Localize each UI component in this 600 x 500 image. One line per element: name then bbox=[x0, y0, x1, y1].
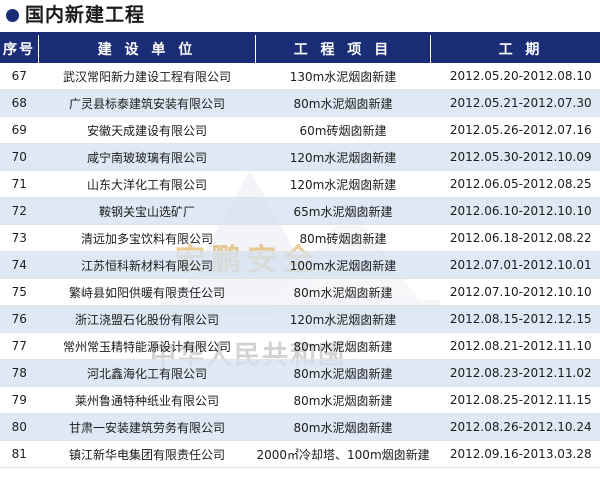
cell-project: 60m砖烟囱新建 bbox=[255, 116, 431, 144]
cell-unit: 常州常玉精特能源设计有限公司 bbox=[38, 332, 256, 360]
projects-table: 序号 建 设 单 位 工 程 项 目 工 期 67 武汉常阳新力建设工程有限公司 1… bbox=[0, 35, 600, 468]
column-header-duration: 工 期 bbox=[430, 35, 600, 63]
table-row: 76 浙江浇盟石化股份有限公司 120m水泥烟囱新建 2012.08.15-2012.… bbox=[0, 305, 600, 333]
cell-duration: 2012.08.15-2012.12.15 bbox=[430, 305, 600, 333]
cell-unit: 安徽天成建设有限公司 bbox=[38, 116, 256, 144]
cell-duration: 2012.08.25-2012.11.15 bbox=[430, 386, 600, 414]
bullet-icon bbox=[6, 9, 19, 22]
table-row: 72 鞍钢关宝山选矿厂 65m水泥烟囱新建 2012.06.10-2012.10.10 bbox=[0, 197, 600, 225]
cell-unit: 莱州鲁通特种纸业有限公司 bbox=[38, 386, 256, 414]
column-header-unit: 建 设 单 位 bbox=[38, 35, 256, 63]
cell-index: 76 bbox=[0, 305, 39, 333]
cell-unit: 山东大洋化工有限公司 bbox=[38, 170, 256, 198]
column-header-project: 工 程 项 目 bbox=[255, 35, 431, 63]
cell-project: 80m水泥烟囱新建 bbox=[255, 359, 431, 387]
cell-project: 80m水泥烟囱新建 bbox=[255, 413, 431, 441]
cell-duration: 2012.08.26-2012.10.24 bbox=[430, 413, 600, 441]
page-header: 国内新建工程 bbox=[0, 0, 600, 29]
table-row: 68 广灵县标泰建筑安装有限公司 80m水泥烟囱新建 2012.05.21-2012.… bbox=[0, 89, 600, 117]
table-header-row: 序号 建 设 单 位 工 程 项 目 工 期 bbox=[0, 35, 600, 63]
cell-index: 80 bbox=[0, 413, 39, 441]
cell-unit: 武汉常阳新力建设工程有限公司 bbox=[38, 63, 256, 90]
cell-duration: 2012.05.21-2012.07.30 bbox=[430, 89, 600, 117]
cell-index: 78 bbox=[0, 359, 39, 387]
header-divider bbox=[0, 32, 600, 35]
table-row: 77 常州常玉精特能源设计有限公司 80m水泥烟囱新建 2012.08.21-2012… bbox=[0, 332, 600, 360]
cell-duration: 2012.09.16-2013.03.28 bbox=[430, 440, 600, 468]
table-body: 67 武汉常阳新力建设工程有限公司 130m水泥烟囱新建 2012.05.20-201… bbox=[0, 63, 600, 468]
cell-unit: 清远加多宝饮料有限公司 bbox=[38, 224, 256, 252]
cell-index: 73 bbox=[0, 224, 39, 252]
cell-index: 69 bbox=[0, 116, 39, 144]
cell-unit: 广灵县标泰建筑安装有限公司 bbox=[38, 89, 256, 117]
table-row: 79 莱州鲁通特种纸业有限公司 80m水泥烟囱新建 2012.08.25-2012.1… bbox=[0, 386, 600, 414]
cell-project: 100m水泥烟囱新建 bbox=[255, 251, 431, 279]
cell-duration: 2012.08.23-2012.11.02 bbox=[430, 359, 600, 387]
cell-project: 65m水泥烟囱新建 bbox=[255, 197, 431, 225]
column-header-index: 序号 bbox=[0, 35, 39, 63]
table-row: 69 安徽天成建设有限公司 60m砖烟囱新建 2012.05.26-2012.07.1… bbox=[0, 116, 600, 144]
cell-index: 77 bbox=[0, 332, 39, 360]
table-row: 73 清远加多宝饮料有限公司 80m砖烟囱新建 2012.06.18-2012.08.… bbox=[0, 224, 600, 252]
cell-project: 80m水泥烟囱新建 bbox=[255, 89, 431, 117]
cell-unit: 江苏恒科新材料有限公司 bbox=[38, 251, 256, 279]
cell-unit: 咸宁南玻玻璃有限公司 bbox=[38, 143, 256, 171]
cell-index: 72 bbox=[0, 197, 39, 225]
table-row: 75 繁峙县如阳供暖有限责任公司 80m水泥烟囱新建 2012.07.10-2012.… bbox=[0, 278, 600, 306]
table-row: 78 河北鑫海化工有限公司 80m水泥烟囱新建 2012.08.23-2012.11.… bbox=[0, 359, 600, 387]
cell-project: 120m水泥烟囱新建 bbox=[255, 170, 431, 198]
cell-unit: 镇江新华电集团有限责任公司 bbox=[38, 440, 256, 468]
cell-project: 80m水泥烟囱新建 bbox=[255, 278, 431, 306]
cell-project: 120m水泥烟囱新建 bbox=[255, 305, 431, 333]
cell-project: 120m水泥烟囱新建 bbox=[255, 143, 431, 171]
table-row: 74 江苏恒科新材料有限公司 100m水泥烟囱新建 2012.07.01-2012.1… bbox=[0, 251, 600, 279]
cell-unit: 繁峙县如阳供暖有限责任公司 bbox=[38, 278, 256, 306]
cell-project: 80m砖烟囱新建 bbox=[255, 224, 431, 252]
cell-unit: 河北鑫海化工有限公司 bbox=[38, 359, 256, 387]
cell-duration: 2012.06.10-2012.10.10 bbox=[430, 197, 600, 225]
cell-duration: 2012.05.20-2012.08.10 bbox=[430, 63, 600, 90]
cell-duration: 2012.05.30-2012.10.09 bbox=[430, 143, 600, 171]
cell-duration: 2012.05.26-2012.07.16 bbox=[430, 116, 600, 144]
cell-duration: 2012.06.05-2012.08.25 bbox=[430, 170, 600, 198]
cell-unit: 鞍钢关宝山选矿厂 bbox=[38, 197, 256, 225]
cell-unit: 甘肃一安装建筑劳务有限公司 bbox=[38, 413, 256, 441]
cell-index: 74 bbox=[0, 251, 39, 279]
cell-index: 67 bbox=[0, 63, 39, 90]
cell-project: 2000㎡冷却塔、100m烟囱新建 bbox=[255, 440, 431, 468]
cell-project: 130m水泥烟囱新建 bbox=[255, 63, 431, 90]
table-row: 67 武汉常阳新力建设工程有限公司 130m水泥烟囱新建 2012.05.20-201… bbox=[0, 63, 600, 90]
cell-index: 81 bbox=[0, 440, 39, 468]
cell-duration: 2012.08.21-2012.11.10 bbox=[430, 332, 600, 360]
cell-duration: 2012.06.18-2012.08.22 bbox=[430, 224, 600, 252]
cell-project: 80m水泥烟囱新建 bbox=[255, 386, 431, 414]
cell-index: 68 bbox=[0, 89, 39, 117]
table-row: 70 咸宁南玻玻璃有限公司 120m水泥烟囱新建 2012.05.30-2012.10… bbox=[0, 143, 600, 171]
table-row: 80 甘肃一安装建筑劳务有限公司 80m水泥烟囱新建 2012.08.26-2012.… bbox=[0, 413, 600, 441]
cell-index: 75 bbox=[0, 278, 39, 306]
cell-project: 80m水泥烟囱新建 bbox=[255, 332, 431, 360]
cell-duration: 2012.07.10-2012.10.10 bbox=[430, 278, 600, 306]
page-title: 国内新建工程 bbox=[25, 4, 146, 26]
table-row: 81 镇江新华电集团有限责任公司 2000㎡冷却塔、100m烟囱新建 2012.09.… bbox=[0, 440, 600, 468]
cell-duration: 2012.07.01-2012.10.01 bbox=[430, 251, 600, 279]
cell-index: 70 bbox=[0, 143, 39, 171]
table-row: 71 山东大洋化工有限公司 120m水泥烟囱新建 2012.06.05-2012.08… bbox=[0, 170, 600, 198]
cell-index: 79 bbox=[0, 386, 39, 414]
cell-unit: 浙江浇盟石化股份有限公司 bbox=[38, 305, 256, 333]
cell-index: 71 bbox=[0, 170, 39, 198]
